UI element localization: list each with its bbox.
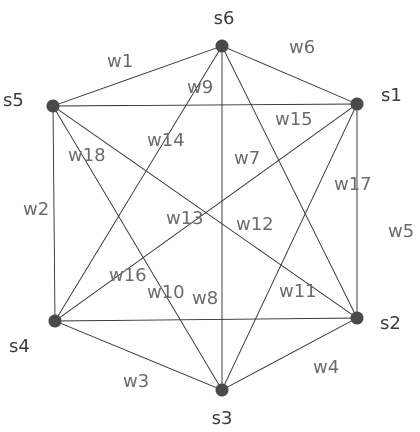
edges xyxy=(52,45,358,391)
edge-label-w10: w10 xyxy=(147,282,185,303)
edge-label-w6: w6 xyxy=(289,37,315,58)
node-s6 xyxy=(215,39,229,53)
node-label-s5: s5 xyxy=(3,90,24,111)
edge-s5-s4 xyxy=(52,105,56,322)
node-s1 xyxy=(350,97,364,111)
edge-s2-s3 xyxy=(221,317,358,391)
edge-s6-s5 xyxy=(52,45,223,107)
edge-s5-s1 xyxy=(52,103,358,107)
node-label-s6: s6 xyxy=(214,8,235,29)
nodes xyxy=(46,39,364,397)
edge-label-w15: w15 xyxy=(275,109,313,130)
node-labels: s6 s1 s2 s3 s4 s5 xyxy=(3,8,402,429)
edge-s6-s2 xyxy=(221,45,358,319)
edge-label-w3: w3 xyxy=(123,371,149,392)
edge-labels: w1 w2 w3 w4 w5 w6 w7 w8 w9 w10 w11 w12 w… xyxy=(23,37,414,392)
edge-label-w13: w13 xyxy=(166,208,204,229)
edge-label-w4: w4 xyxy=(313,357,339,378)
edge-label-w14: w14 xyxy=(147,130,185,151)
edge-s5-s3 xyxy=(52,105,223,391)
edge-label-w1: w1 xyxy=(107,51,133,72)
edge-s5-s2 xyxy=(52,105,358,319)
edge-s4-s3 xyxy=(54,320,223,391)
edge-label-w7: w7 xyxy=(234,148,260,169)
edge-s6-s4 xyxy=(54,45,223,322)
node-s2 xyxy=(350,311,364,325)
edge-label-w12: w12 xyxy=(236,214,274,235)
edge-s1-s4 xyxy=(54,103,358,322)
edge-label-w16: w16 xyxy=(109,265,147,286)
edge-label-w5: w5 xyxy=(388,221,414,242)
edge-label-w17: w17 xyxy=(334,174,372,195)
node-s5 xyxy=(46,99,60,113)
edge-s6-s1 xyxy=(221,45,358,105)
edge-label-w8: w8 xyxy=(192,288,218,309)
node-s4 xyxy=(48,314,62,328)
node-label-s3: s3 xyxy=(212,408,233,429)
node-label-s2: s2 xyxy=(380,313,401,334)
edge-label-w18: w18 xyxy=(68,145,106,166)
edge-label-w11: w11 xyxy=(279,281,317,302)
edge-label-w9: w9 xyxy=(187,77,213,98)
node-label-s4: s4 xyxy=(9,336,30,357)
edge-label-w2: w2 xyxy=(23,199,49,220)
edge-s4-s2 xyxy=(54,317,358,322)
edge-s1-s3 xyxy=(221,103,358,391)
node-label-s1: s1 xyxy=(381,85,402,106)
node-s3 xyxy=(215,383,229,397)
